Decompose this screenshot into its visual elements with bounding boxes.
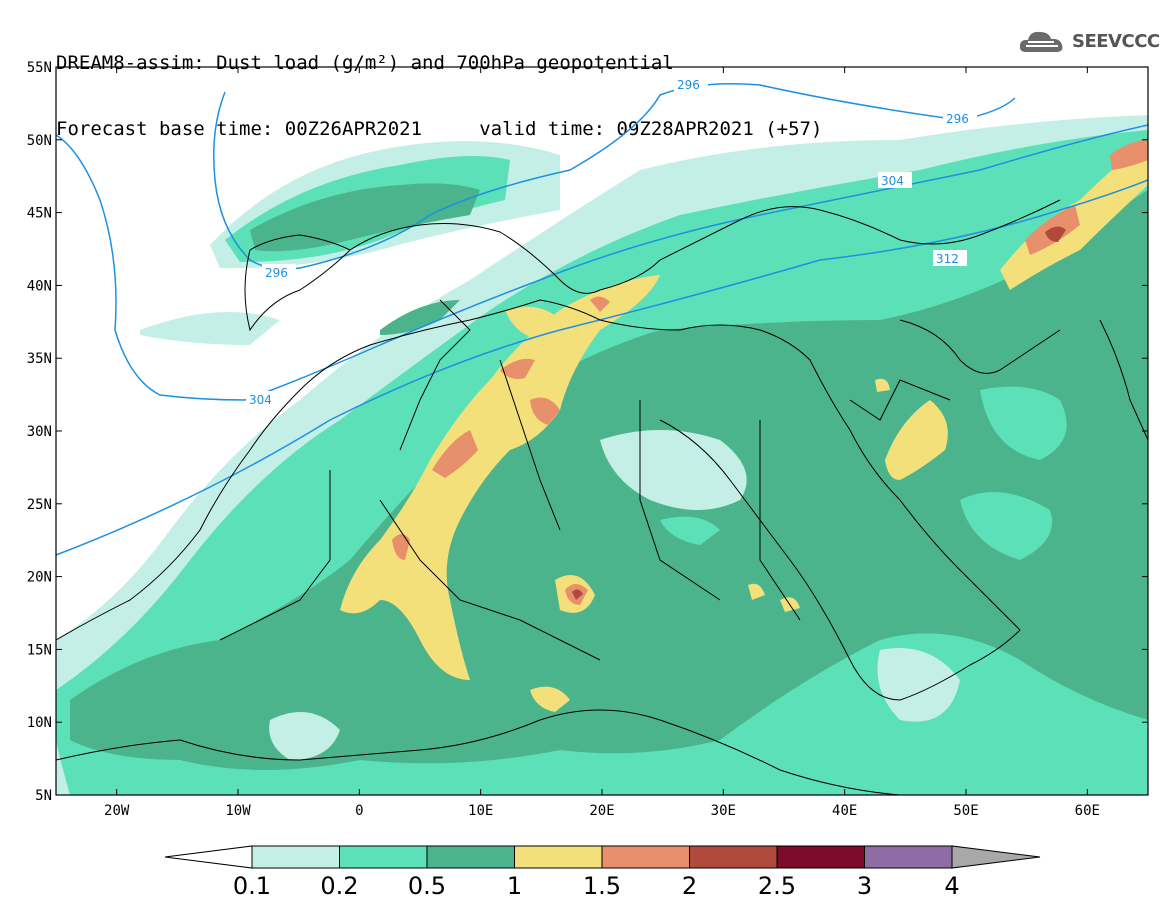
colorbar-label: 1.5 — [583, 872, 621, 900]
geopotential-contours — [55, 83, 1149, 556]
coastlines — [55, 199, 1149, 796]
lon-tick-label: 60E — [1075, 803, 1100, 819]
contour-304 — [244, 124, 1149, 401]
contour-label: 304 — [881, 174, 904, 188]
lat-tick-label: 45N — [27, 206, 52, 222]
colorbar-swatch — [514, 845, 603, 869]
lon-tick-label: 20E — [589, 803, 614, 819]
lat-tick-label: 30N — [27, 424, 52, 440]
contour-label: 312 — [936, 252, 959, 266]
colorbar-label: 2 — [682, 872, 697, 900]
colorbar-swatch — [339, 845, 428, 869]
cloud-icon — [1019, 31, 1063, 52]
logo-text: SEEVCCC — [1072, 30, 1160, 52]
colorbar-right-arrow — [951, 845, 1041, 869]
lon-tick-label: 20W — [104, 803, 130, 819]
seevccc-logo: SEEVCCC — [1018, 24, 1160, 58]
contour-296 — [213, 83, 1016, 270]
lat-tick-label: 10N — [27, 715, 52, 731]
lon-tick-label: 10E — [468, 803, 493, 819]
lat-tick-label: 5N — [35, 788, 52, 804]
colorbar-label: 3 — [857, 872, 872, 900]
lat-tick-label: 15N — [27, 642, 52, 658]
colorbar-swatch — [426, 845, 515, 869]
lat-tick-label: 55N — [27, 60, 52, 76]
colorbar-label: 4 — [944, 872, 959, 900]
contour-labels: 296 296 296 304 304 312 — [246, 76, 977, 407]
colorbar-label: 1 — [507, 872, 522, 900]
colorbar-label: 0.2 — [320, 872, 358, 900]
lon-tick-label: 10W — [225, 803, 251, 819]
lat-tick-label: 20N — [27, 570, 52, 586]
colorbar: 0.1 0.2 0.5 1 1.5 2 2.5 3 4 — [164, 845, 1041, 900]
colorbar-label: 0.1 — [233, 872, 271, 900]
contour-label: 296 — [677, 78, 700, 92]
chart-title-line2: Forecast base time: 00Z26APR2021 valid t… — [56, 118, 823, 140]
chart-title-line1: DREAM8-assim: Dust load (g/m²) and 700hP… — [56, 52, 674, 74]
lon-tick-label: 30E — [711, 803, 736, 819]
colorbar-swatch — [864, 845, 953, 869]
axis-layer: 55N 50N 45N 40N 35N 30N 25N 20N 15N 10N 5N 20W 10W 0 1… — [27, 60, 1148, 819]
lon-tick-label: 0 — [355, 803, 363, 819]
contour-label: 296 — [946, 112, 969, 126]
contour-label: 304 — [249, 393, 272, 407]
colorbar-label: 2.5 — [758, 872, 796, 900]
colorbar-swatch — [776, 845, 865, 869]
lon-tick-label: 50E — [953, 803, 978, 819]
colorbar-swatch — [251, 845, 340, 869]
colorbar-label: 0.5 — [408, 872, 446, 900]
contour-312 — [55, 179, 1149, 556]
contour-304-west — [55, 134, 246, 401]
colorbar-swatch — [689, 845, 778, 869]
lon-tick-label: 40E — [832, 803, 857, 819]
contour-label: 296 — [265, 266, 288, 280]
lat-tick-label: 35N — [27, 351, 52, 367]
lat-tick-label: 25N — [27, 497, 52, 513]
colorbar-left-arrow — [164, 845, 253, 869]
dust-field — [56, 115, 1148, 795]
lat-tick-label: 40N — [27, 278, 52, 294]
colorbar-swatch — [601, 845, 690, 869]
lat-tick-label: 50N — [27, 133, 52, 149]
